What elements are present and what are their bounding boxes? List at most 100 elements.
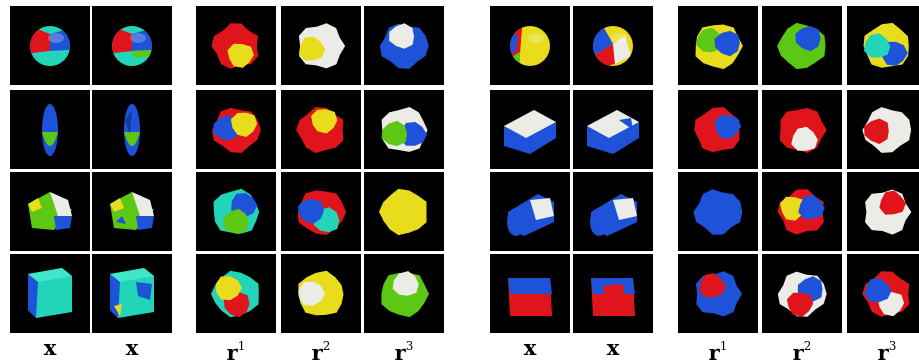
shape-render [694, 107, 742, 153]
shape-render [695, 271, 743, 317]
shape-render [28, 192, 72, 230]
shape-render [504, 110, 556, 154]
column-label-superscript: 1 [719, 339, 728, 353]
column-label-symbol: r [877, 340, 889, 364]
shape-render [777, 271, 827, 317]
shape-render [591, 278, 635, 316]
render-tile [196, 6, 276, 85]
render-tile [847, 172, 919, 251]
shape-render [211, 270, 259, 318]
column-label-symbol: x [523, 335, 537, 360]
column-label-superscript: 2 [322, 339, 331, 353]
hat-accent: ^ [606, 324, 620, 342]
render-tile [196, 254, 276, 333]
shape-render [695, 24, 743, 70]
render-tile [364, 90, 444, 169]
render-tile [10, 254, 90, 333]
render-tile [678, 90, 758, 169]
column-label-superscript: 1 [237, 339, 246, 353]
render-tile [10, 172, 90, 251]
column-label: x [10, 336, 90, 360]
shape-render [587, 110, 639, 154]
shape-render [42, 104, 58, 156]
shape-render [507, 194, 554, 236]
render-tile [490, 90, 570, 169]
shape-render [298, 23, 346, 69]
column-label-superscript: 3 [888, 339, 897, 353]
shape-render [862, 271, 910, 317]
shape-render [777, 22, 826, 70]
column-label-symbol: x [125, 335, 139, 360]
shape-render [863, 22, 909, 68]
shape-render [212, 107, 261, 153]
shape-render [510, 26, 550, 66]
shape-render [297, 190, 346, 236]
shape-render [124, 104, 140, 156]
shape-render [211, 23, 259, 69]
shape-render [379, 23, 429, 69]
shape-render [590, 194, 637, 236]
render-tile [762, 172, 842, 251]
render-tile [92, 6, 172, 85]
hat-accent: ^ [125, 324, 139, 342]
column-label-symbol: r [311, 340, 323, 364]
render-tile [92, 254, 172, 333]
shape-render [779, 108, 827, 153]
shape-render [379, 188, 427, 236]
render-tile [281, 172, 361, 251]
render-tile [196, 172, 276, 251]
render-tile [762, 254, 842, 333]
column-label: r1 [678, 336, 758, 364]
column-label-superscript: 3 [405, 339, 414, 353]
render-tile [678, 6, 758, 85]
render-tile [281, 254, 361, 333]
render-tile [573, 172, 653, 251]
column-label-symbol: r [708, 340, 720, 364]
render-tile [281, 6, 361, 85]
shape-render [110, 268, 154, 318]
column-label: ^ x [573, 326, 653, 360]
render-tile [847, 6, 919, 85]
shape-render [865, 189, 912, 235]
render-tile [573, 254, 653, 333]
shape-render [213, 188, 260, 235]
shape-render [298, 270, 344, 316]
column-label-symbol: r [226, 340, 238, 364]
render-tile [364, 254, 444, 333]
shape-render [593, 26, 633, 66]
render-tile [762, 6, 842, 85]
column-label: r2 [281, 336, 361, 364]
render-tile [10, 90, 90, 169]
shape-render [110, 192, 154, 230]
column-label: x [490, 336, 570, 360]
shape-render [693, 189, 743, 235]
render-tile [490, 6, 570, 85]
shape-render [862, 107, 912, 153]
column-label: r3 [847, 336, 919, 364]
column-label: r3 [364, 336, 444, 364]
shape-render [28, 268, 72, 318]
column-label: ^ x [92, 326, 172, 360]
render-tile [281, 90, 361, 169]
column-label: r2 [762, 336, 842, 364]
shape-render [30, 26, 70, 66]
column-label-symbol: r [394, 340, 406, 364]
render-tile [573, 90, 653, 169]
shape-render [381, 271, 429, 318]
shape-render [112, 26, 152, 66]
render-tile [364, 172, 444, 251]
column-label-symbol: x [606, 335, 620, 360]
column-label-symbol: x [43, 335, 57, 360]
column-label: r1 [196, 336, 276, 364]
render-tile [92, 90, 172, 169]
render-tile [364, 6, 444, 85]
shape-render [381, 107, 428, 152]
column-label-symbol: r [792, 340, 804, 364]
shape-render [508, 278, 552, 316]
render-tile [92, 172, 172, 251]
shape-render [777, 189, 825, 235]
render-tile [573, 6, 653, 85]
render-tile [10, 6, 90, 85]
column-label-superscript: 2 [803, 339, 812, 353]
